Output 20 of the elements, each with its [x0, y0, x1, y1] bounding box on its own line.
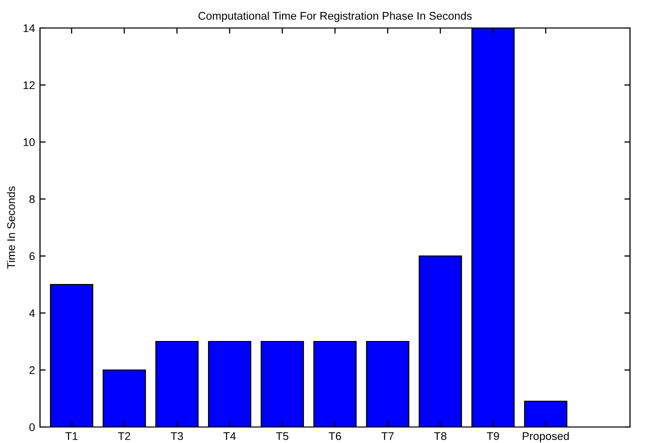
x-tick-label: T3 [170, 432, 183, 440]
y-tick-label: 14 [24, 24, 35, 32]
x-tick-label: T6 [328, 432, 341, 440]
y-tick-label: 0 [29, 423, 35, 432]
x-tick-label: T4 [223, 432, 236, 440]
y-tick-label: 4 [29, 309, 35, 318]
y-tick-label: 6 [30, 252, 35, 260]
y-tick-label: 12 [24, 81, 35, 90]
x-tick-label: Proposed [522, 432, 569, 442]
x-tick-label: T7 [381, 432, 394, 440]
x-tick-label: T5 [276, 432, 288, 440]
x-tick-label: T9 [486, 432, 499, 440]
x-tick-label: T2 [118, 432, 130, 440]
y-tick-label: 8 [29, 195, 35, 204]
chart-title: Computational Time For Registration Phase In Seconds [198, 12, 472, 22]
x-tick-label: T8 [434, 432, 446, 440]
y-axis-title: Time In Seconds [6, 186, 16, 269]
x-tick-label: T1 [65, 432, 78, 440]
y-tick-label: 2 [30, 366, 35, 374]
y-tick-label: 10 [24, 138, 35, 146]
